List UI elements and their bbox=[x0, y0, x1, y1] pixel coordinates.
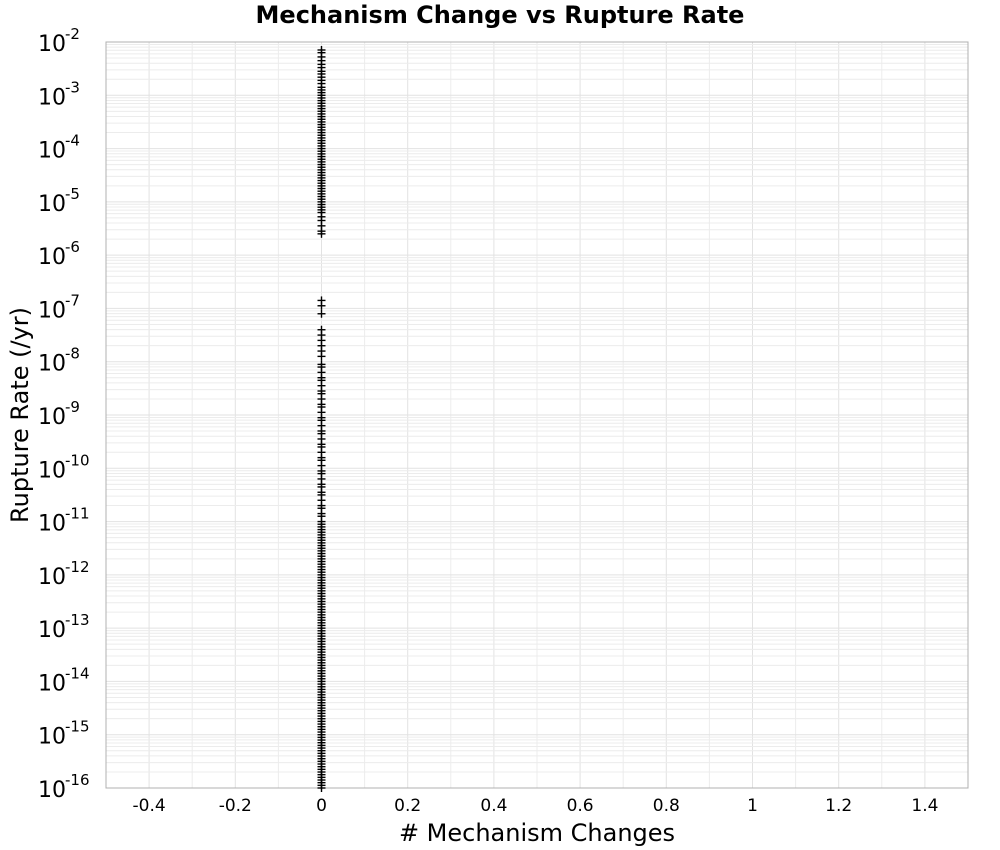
y-tick-base: 10 bbox=[38, 778, 66, 803]
y-tick-exponent: -5 bbox=[65, 185, 80, 203]
y-tick-exponent: -10 bbox=[65, 451, 90, 469]
y-tick-base: 10 bbox=[38, 458, 66, 483]
y-tick-labels: 10-210-310-410-510-610-710-810-910 -1010-… bbox=[38, 25, 90, 803]
x-tick-label: 0.6 bbox=[567, 796, 594, 816]
y-tick-exponent: -9 bbox=[65, 398, 80, 416]
y-tick-base: 10 bbox=[38, 618, 66, 643]
y-tick-base: 10 bbox=[38, 352, 66, 377]
y-tick-base: 10 bbox=[38, 405, 66, 430]
data-point bbox=[317, 784, 326, 792]
y-tick-exponent: -6 bbox=[65, 238, 80, 256]
y-tick-exponent: -12 bbox=[65, 558, 90, 576]
x-tick-label: 0 bbox=[316, 796, 327, 816]
y-tick-exponent: -15 bbox=[65, 718, 90, 736]
x-tick-labels: -0.4 -0.2 0 0.2 0.4 0.6 0.8 1 1.2 1.4 bbox=[133, 796, 939, 816]
x-tick-label: 0.4 bbox=[480, 796, 507, 816]
y-tick-exponent: -3 bbox=[65, 78, 80, 96]
data-point bbox=[317, 309, 326, 318]
y-axis-label: Rupture Rate (/yr) bbox=[6, 307, 34, 523]
chart-title: Mechanism Change vs Rupture Rate bbox=[256, 1, 745, 29]
x-tick-label: -0.2 bbox=[219, 796, 252, 816]
x-tick-label: -0.4 bbox=[133, 796, 166, 816]
x-tick-label: 0.8 bbox=[653, 796, 680, 816]
x-tick-label: 1.4 bbox=[911, 796, 938, 816]
y-tick-exponent: -7 bbox=[65, 291, 80, 309]
data-point bbox=[317, 229, 326, 238]
grid-lines bbox=[105, 42, 969, 789]
y-tick-base: 10 bbox=[38, 671, 66, 696]
y-tick-base: 10 bbox=[38, 139, 66, 164]
x-tick-label: 1.2 bbox=[825, 796, 852, 816]
data-point bbox=[317, 301, 326, 310]
y-tick-exponent: -11 bbox=[65, 505, 90, 523]
y-tick-base: 10 bbox=[38, 512, 66, 537]
y-tick-exponent: -14 bbox=[65, 664, 90, 682]
x-tick-label: 1 bbox=[747, 796, 758, 816]
y-tick-base: 10 bbox=[38, 85, 66, 110]
y-tick-base: 10 bbox=[38, 32, 66, 57]
y-tick-base: 10 bbox=[38, 245, 66, 270]
y-tick-base: 10 bbox=[38, 565, 66, 590]
y-tick-exponent: -8 bbox=[65, 345, 80, 363]
y-tick-base: 10 bbox=[38, 725, 66, 750]
x-axis-label: # Mechanism Changes bbox=[399, 819, 675, 847]
data-points bbox=[317, 45, 326, 792]
y-tick-exponent: -13 bbox=[65, 611, 90, 629]
plot-frame bbox=[105, 41, 969, 789]
y-tick-exponent: -16 bbox=[65, 771, 90, 789]
y-tick-base: 10 bbox=[38, 192, 66, 217]
y-tick-exponent: -2 bbox=[65, 25, 80, 43]
data-point bbox=[317, 352, 326, 361]
y-tick-base: 10 bbox=[38, 298, 66, 323]
x-tick-label: 0.2 bbox=[394, 796, 421, 816]
y-tick-exponent: -4 bbox=[65, 132, 80, 150]
